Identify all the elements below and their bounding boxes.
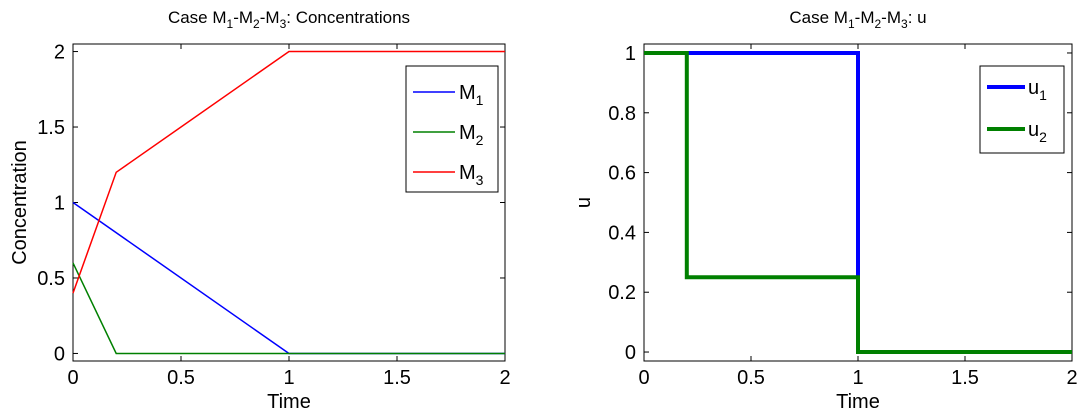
legend-entry: M3 [459,162,484,188]
series-line-m2 [72,262,505,355]
y-tick-label: 1 [625,43,636,65]
x-tick-label: 0 [67,367,78,389]
y-tick-label: 0.6 [608,163,636,185]
legend-entry: M2 [459,122,484,148]
y-axis-label: u [573,197,595,208]
y-axis-label: Concentration [9,140,31,265]
legend-box [979,65,1065,154]
y-tick-label: 0.8 [608,103,636,125]
series-line-m3 [72,50,505,294]
chart-1: Case M1-M2-M3: Concentrations 0 0.5 1 1.5 2 0 0… [9,8,511,413]
x-axis-label: Time [267,391,311,413]
x-tick-label: 0.5 [737,367,765,389]
x-tick-label: 1.5 [383,367,411,389]
x-tick-label: 2 [1066,367,1077,389]
legend-entry: M1 [459,82,484,108]
legend: u1 u2 [979,65,1065,154]
y-tick-label: 1 [54,193,65,215]
chart-title: Case M1-M2-M3: u [789,8,926,31]
x-tick-label: 0 [638,367,649,389]
y-tick-label: 0.4 [608,222,636,244]
series-line-u2 [644,51,1072,354]
y-tick-label: 0 [625,342,636,364]
legend-entry: u2 [1028,119,1047,145]
legend-box [405,65,499,193]
legend-entry: u1 [1028,77,1047,103]
y-tick-label: 2 [54,42,65,64]
y-tick-label: 0.5 [37,268,65,290]
x-tick-label: 1.5 [951,367,979,389]
y-tick-label: 0 [54,343,65,365]
legend: M1 M2 M3 [405,65,499,193]
x-axis-label: Time [836,391,880,413]
x-tick-label: 1 [283,367,294,389]
x-tick-label: 1 [852,367,863,389]
x-tick-label: 2 [499,367,510,389]
chart-title: Case M1-M2-M3: Concentrations [168,8,410,31]
chart-2: Case M1-M2-M3: u0 0.5 1 1.5 200.20.40.60.81T… [573,8,1078,413]
x-tick-label: 0.5 [167,367,195,389]
y-tick-label: 1.5 [37,117,65,139]
y-tick-label: 0.2 [608,282,636,304]
